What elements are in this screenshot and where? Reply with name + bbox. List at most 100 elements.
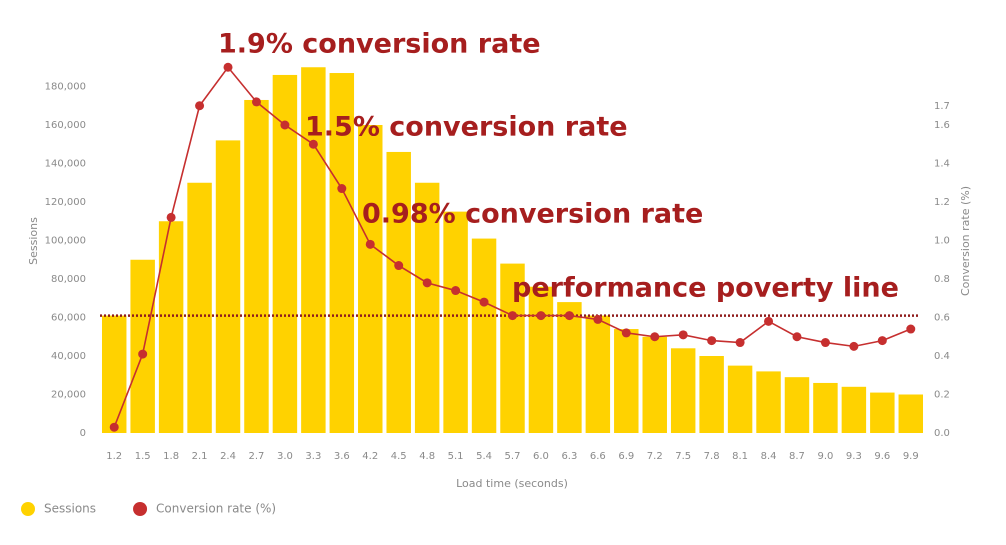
y2-tick-label: 1.6 bbox=[934, 120, 950, 131]
bar bbox=[414, 182, 440, 433]
y2-tick-label: 1.4 bbox=[934, 159, 950, 170]
bar bbox=[841, 386, 867, 433]
x-tick-label: 4.2 bbox=[362, 451, 378, 462]
x-tick-label: 5.4 bbox=[476, 451, 492, 462]
conversion-point bbox=[564, 311, 574, 321]
y2-tick-label: 0.2 bbox=[934, 390, 950, 401]
y-tick-label: 180,000 bbox=[45, 82, 86, 93]
x-tick-label: 3.6 bbox=[334, 451, 350, 462]
bar bbox=[585, 315, 611, 433]
bar bbox=[471, 238, 497, 433]
bar bbox=[443, 211, 468, 433]
bar bbox=[500, 263, 525, 433]
x-tick-label: 7.2 bbox=[647, 451, 663, 462]
conversion-point bbox=[195, 101, 205, 111]
conversion-point bbox=[906, 324, 916, 334]
x-tick-label: 1.2 bbox=[106, 451, 122, 462]
x-axis-title: Load time (seconds) bbox=[456, 477, 568, 490]
x-tick-label: 6.3 bbox=[561, 451, 577, 462]
x-tick-label: 2.4 bbox=[220, 451, 236, 462]
legend-label: Sessions bbox=[44, 502, 96, 516]
conversion-point bbox=[593, 314, 603, 324]
y2-tick-label: 0.0 bbox=[934, 428, 950, 439]
y-tick-label: 80,000 bbox=[51, 274, 86, 285]
bar bbox=[187, 182, 212, 433]
conversion-point bbox=[508, 311, 517, 321]
conversion-point bbox=[650, 332, 660, 342]
bar bbox=[784, 377, 810, 433]
y-tick-label: 40,000 bbox=[51, 351, 86, 362]
bar bbox=[670, 348, 696, 433]
x-tick-label: 8.1 bbox=[732, 451, 748, 462]
conversion-point bbox=[877, 336, 887, 346]
y-axis-title: Sessions bbox=[27, 217, 40, 265]
conversion-point bbox=[820, 338, 830, 348]
y-tick-label: 0 bbox=[80, 428, 86, 439]
x-tick-label: 6.9 bbox=[618, 451, 634, 462]
y2-tick-label: 0.6 bbox=[934, 313, 950, 324]
bar bbox=[557, 302, 582, 433]
bar bbox=[101, 315, 127, 433]
conversion-point bbox=[251, 97, 261, 107]
bar bbox=[215, 140, 241, 433]
y2-tick-label: 1.2 bbox=[934, 197, 950, 208]
x-tick-label: 5.1 bbox=[448, 451, 464, 462]
bar bbox=[386, 151, 411, 433]
x-tick-label: 7.8 bbox=[704, 451, 720, 462]
conversion-point bbox=[280, 120, 290, 130]
conversion-point bbox=[308, 139, 318, 149]
x-tick-label: 8.4 bbox=[761, 451, 777, 462]
y2-tick-label: 1.0 bbox=[934, 236, 950, 247]
bar bbox=[727, 365, 753, 433]
conversion-point bbox=[138, 349, 148, 359]
conversion-point bbox=[621, 328, 631, 338]
legend-swatch bbox=[21, 502, 35, 516]
conversion-point bbox=[422, 278, 432, 288]
x-tick-label: 9.6 bbox=[874, 451, 890, 462]
conversion-point bbox=[536, 311, 546, 321]
bar bbox=[642, 336, 667, 433]
bar bbox=[614, 329, 639, 433]
y-tick-label: 100,000 bbox=[45, 236, 86, 247]
x-tick-label: 2.7 bbox=[249, 451, 265, 462]
conversion-point bbox=[479, 297, 489, 307]
y2-axis-title: Conversion rate (%) bbox=[959, 186, 972, 296]
x-tick-label: 1.5 bbox=[135, 451, 151, 462]
annotation: 1.9% conversion rate bbox=[218, 29, 541, 60]
conversion-point bbox=[735, 338, 745, 348]
bar bbox=[699, 356, 724, 433]
y-tick-label: 160,000 bbox=[45, 120, 86, 131]
conversion-point bbox=[678, 330, 688, 340]
bar bbox=[130, 259, 155, 433]
y-tick-label: 140,000 bbox=[45, 159, 86, 170]
x-tick-label: 3.0 bbox=[277, 451, 293, 462]
x-tick-label: 8.7 bbox=[789, 451, 805, 462]
bar bbox=[272, 74, 298, 433]
bar bbox=[813, 382, 838, 433]
y-tick-label: 20,000 bbox=[51, 390, 86, 401]
annotation: performance poverty line bbox=[512, 273, 899, 304]
conversion-point bbox=[337, 184, 347, 194]
bar bbox=[528, 286, 554, 433]
x-tick-label: 1.8 bbox=[163, 451, 179, 462]
conversion-point bbox=[792, 332, 802, 342]
x-tick-label: 7.5 bbox=[675, 451, 691, 462]
bar bbox=[244, 99, 269, 433]
annotation: 1.5% conversion rate bbox=[305, 112, 628, 143]
bar bbox=[329, 73, 355, 434]
annotation: 0.98% conversion rate bbox=[362, 199, 703, 230]
conversion-point bbox=[365, 239, 375, 249]
y2-tick-label: 0.4 bbox=[934, 351, 950, 362]
y2-tick-label: 1.7 bbox=[934, 101, 950, 112]
conversion-point bbox=[451, 286, 461, 296]
x-tick-label: 9.3 bbox=[846, 451, 862, 462]
conversion-point bbox=[109, 422, 119, 432]
y2-tick-label: 0.8 bbox=[934, 274, 950, 285]
bar bbox=[898, 394, 924, 433]
conversion-point bbox=[849, 341, 859, 351]
conversion-point bbox=[223, 62, 233, 72]
conversion-point bbox=[394, 261, 404, 271]
conversion-point bbox=[166, 212, 176, 222]
x-tick-label: 3.3 bbox=[305, 451, 321, 462]
